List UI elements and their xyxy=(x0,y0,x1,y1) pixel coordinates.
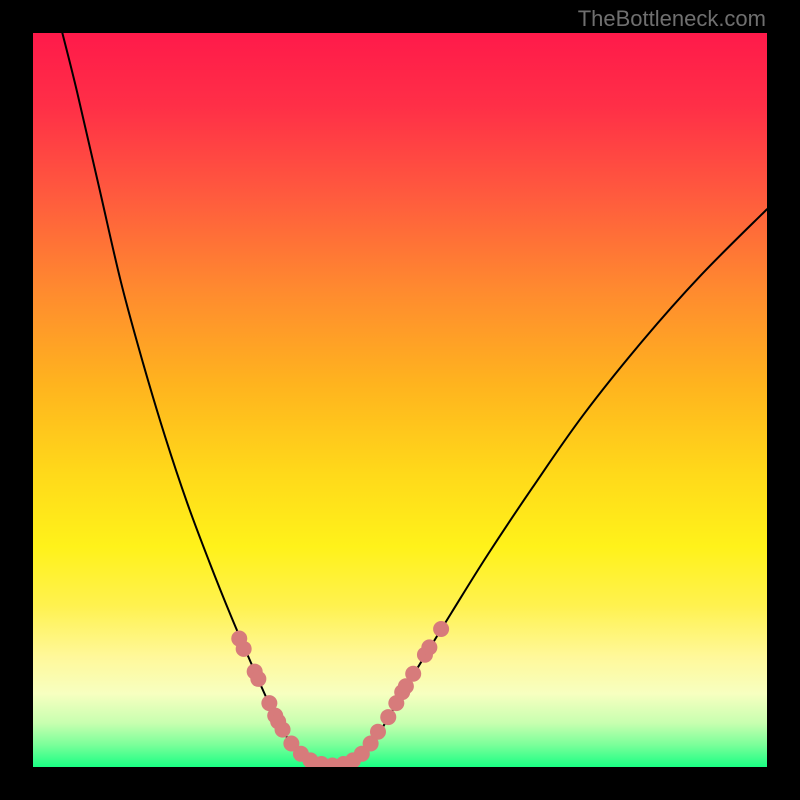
marker-point xyxy=(405,666,421,682)
marker-point xyxy=(250,671,266,687)
marker-point xyxy=(380,709,396,725)
marker-point xyxy=(421,639,437,655)
marker-point xyxy=(236,641,252,657)
curve-layer xyxy=(33,33,767,767)
marker-point xyxy=(370,724,386,740)
chart-frame: TheBottleneck.com xyxy=(0,0,800,800)
plot-area xyxy=(33,33,767,767)
marker-point xyxy=(433,621,449,637)
marker-point xyxy=(275,722,291,738)
bottleneck-curve xyxy=(62,33,767,766)
watermark-text: TheBottleneck.com xyxy=(578,6,766,32)
